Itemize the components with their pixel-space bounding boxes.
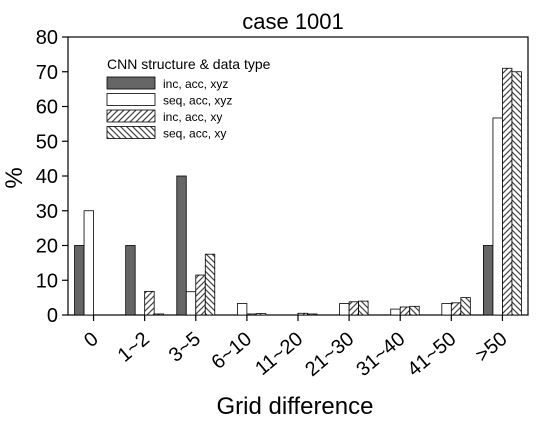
x-axis-title: Grid difference	[217, 393, 374, 420]
y-tick-label: 20	[36, 236, 58, 258]
bar-inc-acc-xy-4	[297, 312, 308, 316]
legend-label-seq-acc-xyz: seq, acc, xyz	[163, 94, 232, 108]
bar-seq-acc-xy-4	[307, 313, 318, 316]
y-tick-label: 30	[36, 201, 58, 223]
bar-seq-acc-xyz-8	[492, 117, 503, 316]
bar-inc-acc-xy-2	[195, 274, 206, 316]
bar-inc-acc-xyz-2	[176, 175, 187, 316]
x-tick-label: 3~5	[165, 328, 205, 367]
y-axis-title: %	[1, 167, 28, 188]
y-tick-label: 60	[36, 97, 58, 119]
legend-label-inc-acc-xy: inc, acc, xy	[163, 110, 222, 124]
bar-seq-acc-xy-8	[511, 71, 522, 316]
chart-title: case 1001	[242, 9, 344, 34]
y-tick-label: 80	[36, 27, 58, 49]
bar-seq-acc-xy-7	[460, 297, 471, 316]
y-tick-label: 50	[36, 131, 58, 153]
bar-seq-acc-xyz-6	[390, 308, 401, 316]
bar-seq-acc-xyz-0	[83, 210, 94, 316]
x-tick-label: 1~2	[114, 328, 154, 367]
legend-swatch-seq-acc-xyz	[106, 93, 156, 106]
legend-title: CNN structure & data type	[107, 56, 271, 72]
bar-seq-acc-xy-1	[153, 313, 165, 316]
legend-label-inc-acc-xyz: inc, acc, xyz	[163, 77, 228, 91]
y-tick-label: 0	[47, 305, 58, 327]
bar-seq-acc-xyz-2	[185, 291, 197, 316]
bar-seq-acc-xy-3	[255, 313, 267, 316]
bar-inc-acc-xy-6	[399, 306, 411, 316]
y-tick-label: 70	[36, 62, 58, 84]
bar-inc-acc-xy-8	[502, 67, 513, 316]
legend-swatch-inc-acc-xyz	[106, 76, 156, 90]
x-tick-label: >50	[472, 328, 512, 367]
x-tick-label: 0	[80, 328, 103, 352]
legend-swatch-seq-acc-xy	[106, 126, 156, 139]
x-tick-label: 31~40	[352, 328, 409, 381]
bar-inc-acc-xyz-8	[483, 245, 494, 316]
legend-label-seq-acc-xy: seq, acc, xy	[163, 127, 226, 141]
bar-inc-acc-xyz-0	[74, 245, 85, 316]
bar-inc-acc-xy-3	[246, 313, 257, 316]
bar-seq-acc-xy-2	[204, 253, 216, 316]
bar-seq-acc-xy-6	[409, 305, 420, 316]
bar-seq-acc-xy-5	[358, 300, 369, 316]
bar-inc-acc-xy-7	[450, 302, 462, 316]
x-tick-label: 6~10	[207, 328, 256, 374]
bar-seq-acc-xyz-7	[441, 303, 452, 316]
y-tick-label: 40	[36, 166, 58, 188]
legend: CNN structure & data type inc, acc, xyz s…	[106, 56, 271, 141]
x-tick-label: 21~30	[301, 328, 358, 381]
bar-inc-acc-xy-1	[144, 290, 155, 316]
x-tick-label: 41~50	[403, 328, 460, 381]
bar-seq-acc-xyz-3	[236, 303, 248, 316]
legend-swatch-inc-acc-xy	[106, 109, 156, 123]
x-tick-label: 11~20	[251, 328, 307, 380]
bar-inc-acc-xy-5	[348, 301, 360, 316]
bar-inc-acc-xyz-1	[125, 245, 136, 316]
bar-seq-acc-xyz-5	[339, 303, 350, 316]
y-tick-label: 10	[36, 270, 58, 292]
